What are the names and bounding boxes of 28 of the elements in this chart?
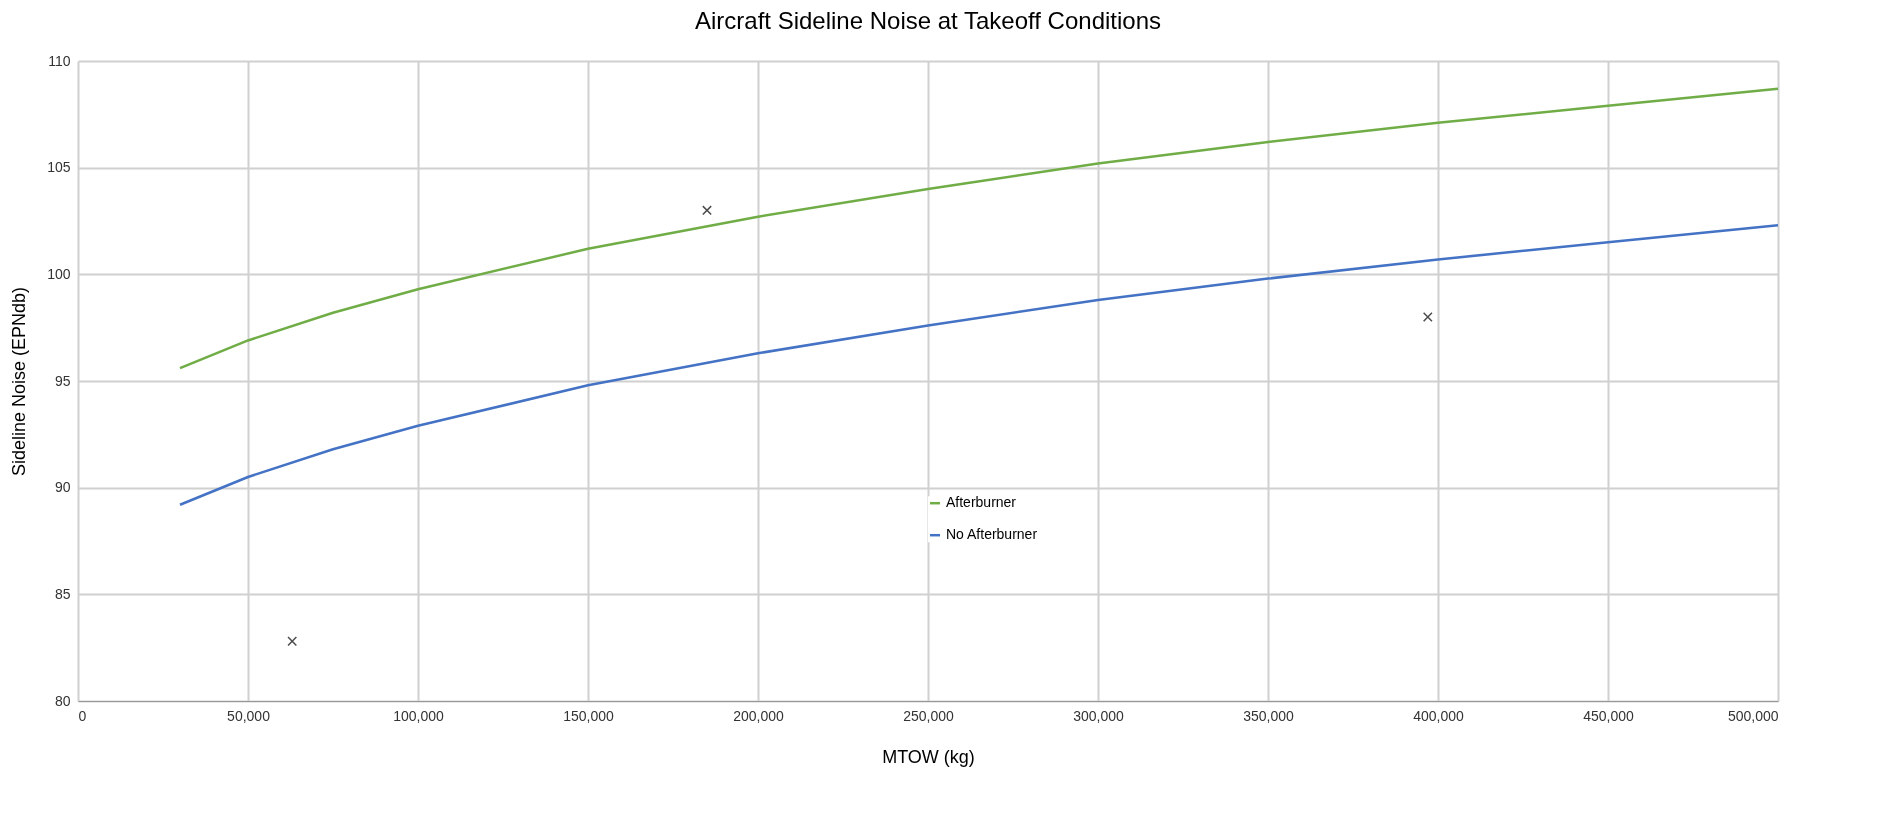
- x-tick-label: 400,000: [1413, 707, 1465, 724]
- x-tick-label: 0: [78, 707, 87, 724]
- x-tick-label: 350,000: [1243, 707, 1295, 724]
- chart-title: Aircraft Sideline Noise at Takeoff Conditions: [694, 7, 1162, 34]
- point: [287, 636, 298, 647]
- line-series: [178, 87, 1780, 370]
- legend-label: No Afterburner: [946, 526, 1038, 543]
- y-tick-label: 90: [54, 479, 71, 496]
- x-tick-label: 200,000: [733, 707, 785, 724]
- y-axis-title: Sideline Noise (EPNdb): [9, 286, 30, 477]
- y-tick-label: 80: [54, 692, 71, 709]
- y-tick-label: 85: [54, 585, 71, 602]
- x-tick-label: 450,000: [1583, 707, 1635, 724]
- x-tick-label: 500,000: [1727, 707, 1779, 724]
- legend-label: Afterburner: [946, 494, 1017, 511]
- point: [1422, 312, 1433, 322]
- x-tick-label: 250,000: [903, 707, 955, 724]
- line-series: [178, 224, 1780, 506]
- x-tick-label: 100,000: [393, 707, 445, 724]
- y-tick-label: 95: [54, 372, 71, 389]
- x-tick-label: 150,000: [563, 707, 615, 724]
- y-tick-label: 110: [48, 52, 71, 69]
- point: [702, 205, 712, 216]
- y-tick-label: 105: [47, 159, 71, 176]
- x-tick-label: 50,000: [227, 707, 271, 724]
- x-tick-label: 300,000: [1073, 707, 1125, 724]
- x-axis-title: MTOW (kg): [882, 746, 975, 767]
- y-tick-label: 100: [47, 265, 71, 282]
